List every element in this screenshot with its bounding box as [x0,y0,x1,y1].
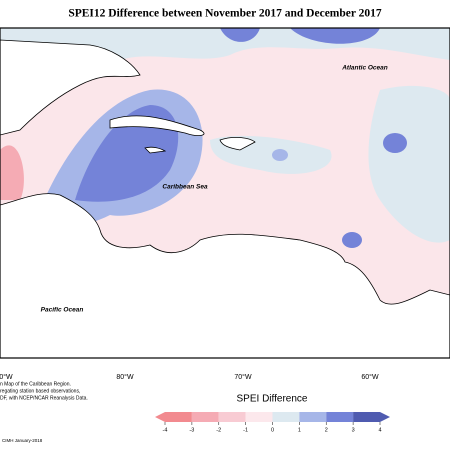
anomaly-region [342,232,362,248]
legend-swatch [299,412,327,422]
anomaly-region [272,149,288,161]
legend-tick-label: -4 [163,427,168,433]
anomaly-region [368,85,450,243]
land [0,39,141,136]
land [0,193,450,359]
credit: CIMH January-2018 [2,438,43,443]
anomaly-region [75,105,179,202]
land [144,146,167,154]
legend-tick-label: 4 [378,427,381,433]
longitude-label: 70°W [234,373,252,381]
legend-tick-label: -1 [243,427,248,433]
longitude-label: 80°W [116,373,134,381]
notes: n Map of the Caribbean Region. regating … [0,381,88,443]
land [219,136,256,151]
legend-swatch [326,412,354,422]
legend-tick-label: 2 [325,427,328,433]
ocean-label: Pacific Ocean [41,307,84,314]
legend-tick-label: -3 [189,427,194,433]
legend-tick-label: -2 [216,427,221,433]
legend-swatch [218,412,246,422]
legend-tick-label: 1 [298,427,301,433]
legend-title: SPEI Difference [237,394,308,405]
title: SPEI12 Difference between November 2017 … [68,8,382,20]
longitude-labels: 0°W 80°W 70°W 60°W [0,373,379,381]
note-line: regating station based observations, [0,388,80,394]
legend-tick-label: 3 [352,427,355,433]
legend-swatch [272,412,300,422]
anomaly-region [220,28,380,44]
sea-label: Caribbean Sea [162,184,208,191]
note-line: n Map of the Caribbean Region. [0,381,71,387]
map-frame [0,27,450,359]
anomaly-region [383,133,407,153]
legend-swatch [353,412,390,422]
legend: -4 -3 -2 -1 0 1 2 3 4 [155,412,390,433]
longitude-label: 60°W [361,373,379,381]
legend-tick-label: 0 [271,427,274,433]
legend-swatch [191,412,219,422]
map: Atlantic Ocean Caribbean Sea Pacific Oce… [0,27,450,359]
legend-swatch [245,412,273,422]
anomaly-region [0,145,24,200]
note-line: DF, with NCEP/NCAR Reanalysis Data. [0,395,88,401]
legend-swatch [155,412,192,422]
longitude-label: 0°W [0,373,13,381]
ocean-label: Atlantic Ocean [341,65,388,72]
land [109,115,205,136]
